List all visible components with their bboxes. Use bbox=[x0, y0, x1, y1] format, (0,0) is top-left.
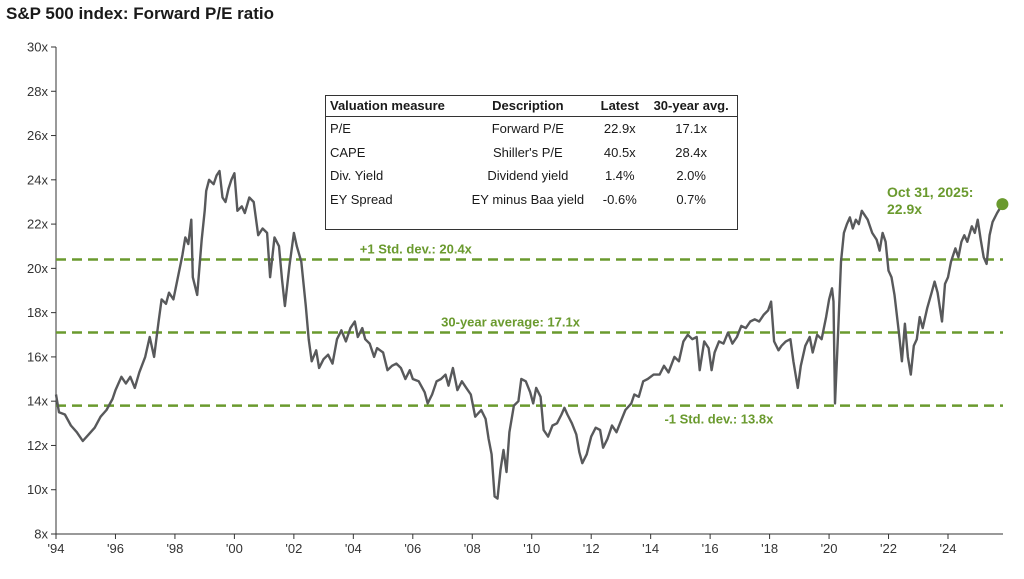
y-tick-label: 18x bbox=[27, 305, 48, 320]
valuation-table: Valuation measure Description Latest 30-… bbox=[325, 95, 738, 230]
header-description: Description bbox=[461, 96, 595, 117]
row-latest: -0.6% bbox=[602, 191, 637, 207]
header-measure: Valuation measure bbox=[326, 96, 462, 117]
row-measure: Div. Yield bbox=[330, 168, 384, 184]
y-tick-label: 26x bbox=[27, 128, 48, 143]
y-tick-label: 12x bbox=[27, 438, 48, 453]
x-tick-label: '00 bbox=[226, 541, 243, 556]
reference-lines-group: +1 Std. dev.: 20.4x 30-year average: 17.1… bbox=[56, 242, 1003, 427]
x-tick-label: '94 bbox=[48, 541, 65, 556]
row-description: Dividend yield bbox=[487, 168, 569, 184]
series-group bbox=[54, 169, 1009, 500]
row-measure: CAPE bbox=[330, 144, 366, 160]
y-tick-label: 30x bbox=[27, 40, 48, 55]
table-row: P/E Forward P/E 22.9x 17.1x bbox=[326, 117, 737, 141]
y-tick-label: 16x bbox=[27, 349, 48, 364]
y-tick-label: 22x bbox=[27, 217, 48, 232]
table-row: CAPE Shiller's P/E 40.5x 28.4x bbox=[326, 141, 737, 165]
latest-value-dot bbox=[996, 198, 1009, 211]
y-tick-label: 10x bbox=[27, 482, 48, 497]
row-avg: 2.0% bbox=[676, 168, 706, 184]
row-measure: EY Spread bbox=[330, 191, 393, 207]
reference-line-label: -1 Std. dev.: 13.8x bbox=[664, 412, 774, 427]
table-row: Div. Yield Dividend yield 1.4% 2.0% bbox=[326, 164, 737, 188]
x-tick-label: '22 bbox=[880, 541, 897, 556]
callout-value: 22.9x bbox=[887, 201, 923, 217]
latest-value-callout: Oct 31, 2025: 22.9x bbox=[887, 184, 1017, 218]
y-tick-label: 20x bbox=[27, 261, 48, 276]
x-tick-label: '18 bbox=[761, 541, 778, 556]
x-tick-label: '96 bbox=[107, 541, 124, 556]
x-tick-label: '20 bbox=[821, 541, 838, 556]
row-avg: 17.1x bbox=[675, 121, 708, 137]
x-tick-label: '14 bbox=[642, 541, 659, 556]
row-description: Forward P/E bbox=[491, 121, 564, 137]
x-tick-label: '10 bbox=[523, 541, 540, 556]
row-measure: P/E bbox=[330, 121, 351, 137]
x-tick-label: '16 bbox=[702, 541, 719, 556]
header-30yr-avg: 30-year avg. bbox=[645, 96, 737, 117]
row-description: EY minus Baa yield bbox=[471, 191, 585, 207]
axes-group: 8x 10x 12x 14x 16x 18x 20x 22x 24x 26x 28x 30x '94 '9… bbox=[27, 40, 1003, 556]
reference-line-label: 30-year average: 17.1x bbox=[441, 315, 581, 330]
x-tick-label: '08 bbox=[464, 541, 481, 556]
row-latest: 40.5x bbox=[603, 144, 636, 160]
reference-line-label: +1 Std. dev.: 20.4x bbox=[360, 242, 473, 257]
x-tick-label: '06 bbox=[404, 541, 421, 556]
row-latest: 22.9x bbox=[603, 121, 636, 137]
y-tick-label: 8x bbox=[34, 527, 48, 542]
callout-date: Oct 31, 2025: bbox=[887, 184, 974, 200]
x-tick-label: '02 bbox=[285, 541, 302, 556]
y-tick-label: 28x bbox=[27, 84, 48, 99]
chart-title: S&P 500 index: Forward P/E ratio bbox=[6, 4, 274, 23]
header-latest: Latest bbox=[594, 96, 646, 117]
table-header-row: Valuation measure Description Latest 30-… bbox=[326, 96, 737, 117]
row-avg: 0.7% bbox=[676, 191, 706, 207]
x-tick-label: '04 bbox=[345, 541, 362, 556]
row-avg: 28.4x bbox=[675, 144, 708, 160]
x-tick-label: '98 bbox=[166, 541, 183, 556]
x-tick-label: '12 bbox=[583, 541, 600, 556]
series-line bbox=[54, 169, 1004, 500]
row-description: Shiller's P/E bbox=[493, 144, 563, 160]
row-latest: 1.4% bbox=[604, 168, 635, 184]
x-tick-label: '24 bbox=[940, 541, 957, 556]
y-tick-label: 24x bbox=[27, 172, 48, 187]
table-row: EY Spread EY minus Baa yield -0.6% 0.7% bbox=[326, 188, 737, 212]
y-tick-label: 14x bbox=[27, 394, 48, 409]
